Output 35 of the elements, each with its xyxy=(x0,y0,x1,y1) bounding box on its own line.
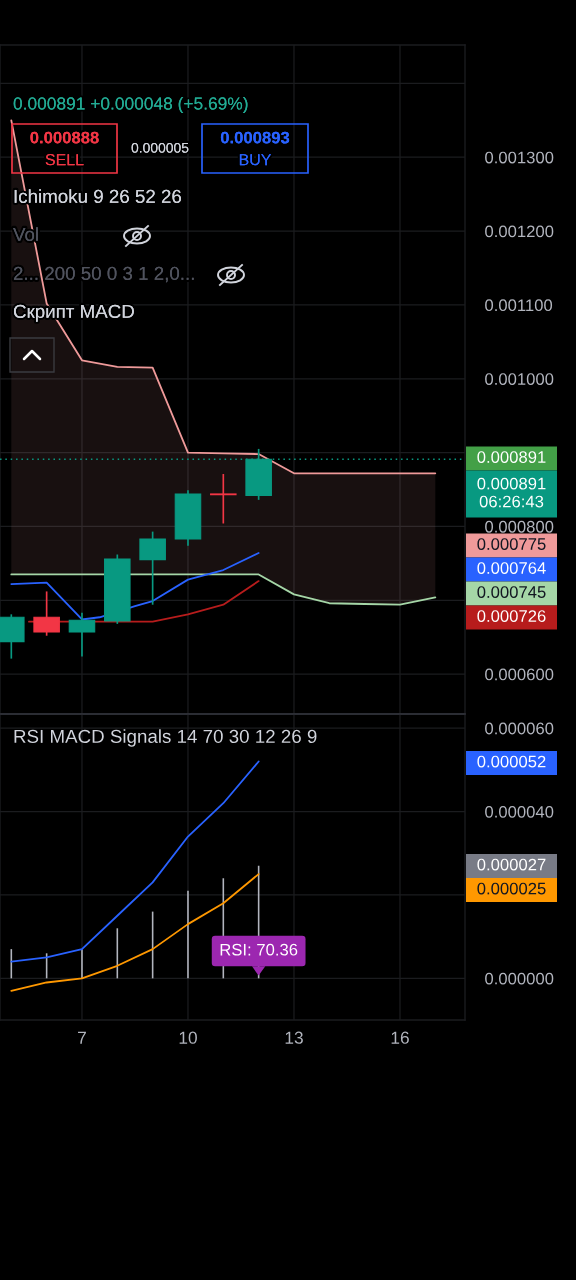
line-series xyxy=(10,552,260,621)
y-tick-label: 0.001000 xyxy=(485,373,554,385)
annotation: SELL xyxy=(45,153,84,166)
line-series xyxy=(10,573,437,606)
y-tick-label: 0.000600 xyxy=(485,668,554,681)
ref-line-label: 0.000891 06:26:43 xyxy=(477,477,546,508)
text: RSI MACD Signals 14 70 30 12 26 9 xyxy=(14,729,317,747)
text: 0.000764 xyxy=(477,562,546,574)
annotation: RSI: 70.36 xyxy=(220,943,298,956)
text: 0.000745 xyxy=(477,586,546,598)
y-tick-label: 0.001300 xyxy=(485,151,554,164)
x-tick-label: 7 xyxy=(78,1031,86,1044)
text: 0.000726 xyxy=(477,610,546,622)
x-tick-label: 16 xyxy=(391,1031,409,1044)
line-series xyxy=(10,119,437,475)
annotation: 2... 200 50 0 3 1 2,0... xyxy=(13,266,194,283)
candlestick xyxy=(210,473,237,525)
y-tick-label: 0.001100 xyxy=(485,299,553,312)
annotation: BUY xyxy=(239,154,272,166)
y-tick-label: 0.001200 xyxy=(485,225,554,238)
annotation: 0.000893 xyxy=(220,131,290,144)
text: 0.000027 xyxy=(477,858,546,871)
annotation: 0.000005 xyxy=(131,142,189,153)
text: 0.000052 xyxy=(477,755,546,768)
text: 0.000775 xyxy=(477,538,546,550)
annotation: 0.000891 +0.000048 (+5.69%) xyxy=(13,96,248,114)
x-tick-label: 10 xyxy=(179,1031,197,1044)
y-tick-label: 0.000060 xyxy=(485,722,554,735)
y-tick-label: 0.000040 xyxy=(485,805,554,818)
x-tick-label: 13 xyxy=(285,1031,303,1044)
annotation: 0.000888 xyxy=(30,131,99,144)
text: 0.000891 xyxy=(477,451,546,463)
text: 0.000025 xyxy=(477,882,546,895)
y-tick-label: 0.000800 xyxy=(485,520,554,533)
y-tick-label: 0.000000 xyxy=(485,972,554,985)
